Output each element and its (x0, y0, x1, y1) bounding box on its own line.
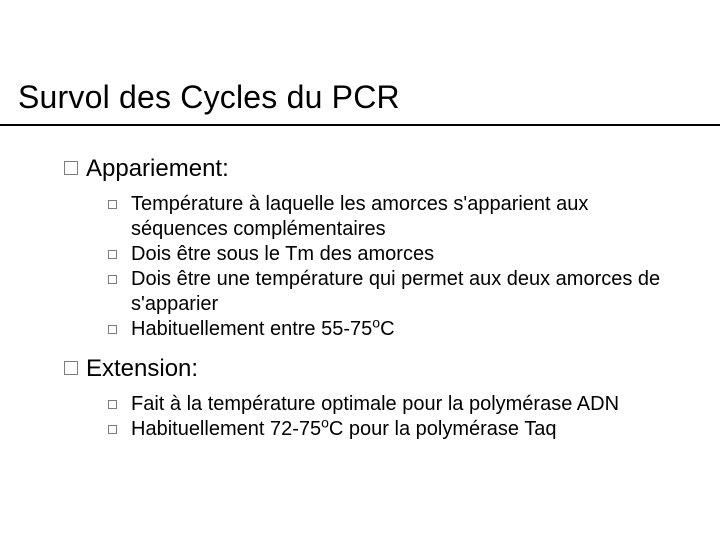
slide: Survol des Cycles du PCR Appariement: Te… (0, 0, 720, 540)
list-item: Dois être sous le Tm des amorces (108, 242, 680, 267)
list-item-text: Dois être une température qui permet aux… (131, 267, 680, 317)
list-item: Fait à la température optimale pour la p… (108, 392, 680, 417)
square-bullet-icon (108, 250, 117, 259)
square-bullet-icon (108, 425, 117, 434)
section-items: Fait à la température optimale pour la p… (64, 388, 680, 444)
list-item-text: Habituellement entre 55-75oC (131, 317, 395, 342)
section-heading-text: Extension: (86, 354, 198, 384)
list-item-text: Fait à la température optimale pour la p… (131, 392, 619, 417)
title-region: Survol des Cycles du PCR (0, 0, 720, 116)
section-items: Température à laquelle les amorces s'app… (64, 188, 680, 344)
list-item-text: Habituellement 72-75oC pour la polyméras… (131, 417, 556, 442)
list-item: Habituellement entre 55-75oC (108, 317, 680, 342)
square-bullet-icon (108, 400, 117, 409)
section-heading-text: Appariement: (86, 154, 229, 184)
section-heading: Appariement: (64, 154, 680, 184)
square-bullet-icon (108, 200, 117, 209)
square-bullet-icon (108, 325, 117, 334)
section-heading: Extension: (64, 354, 680, 384)
square-bullet-icon (64, 361, 78, 375)
list-item-text: Température à laquelle les amorces s'app… (131, 192, 680, 242)
list-item: Dois être une température qui permet aux… (108, 267, 680, 317)
list-item: Habituellement 72-75oC pour la polyméras… (108, 417, 680, 442)
square-bullet-icon (108, 275, 117, 284)
square-bullet-icon (64, 161, 78, 175)
list-item: Température à laquelle les amorces s'app… (108, 192, 680, 242)
body-region: Appariement: Température à laquelle les … (0, 126, 720, 444)
list-item-text: Dois être sous le Tm des amorces (131, 242, 434, 267)
slide-title: Survol des Cycles du PCR (18, 78, 720, 116)
